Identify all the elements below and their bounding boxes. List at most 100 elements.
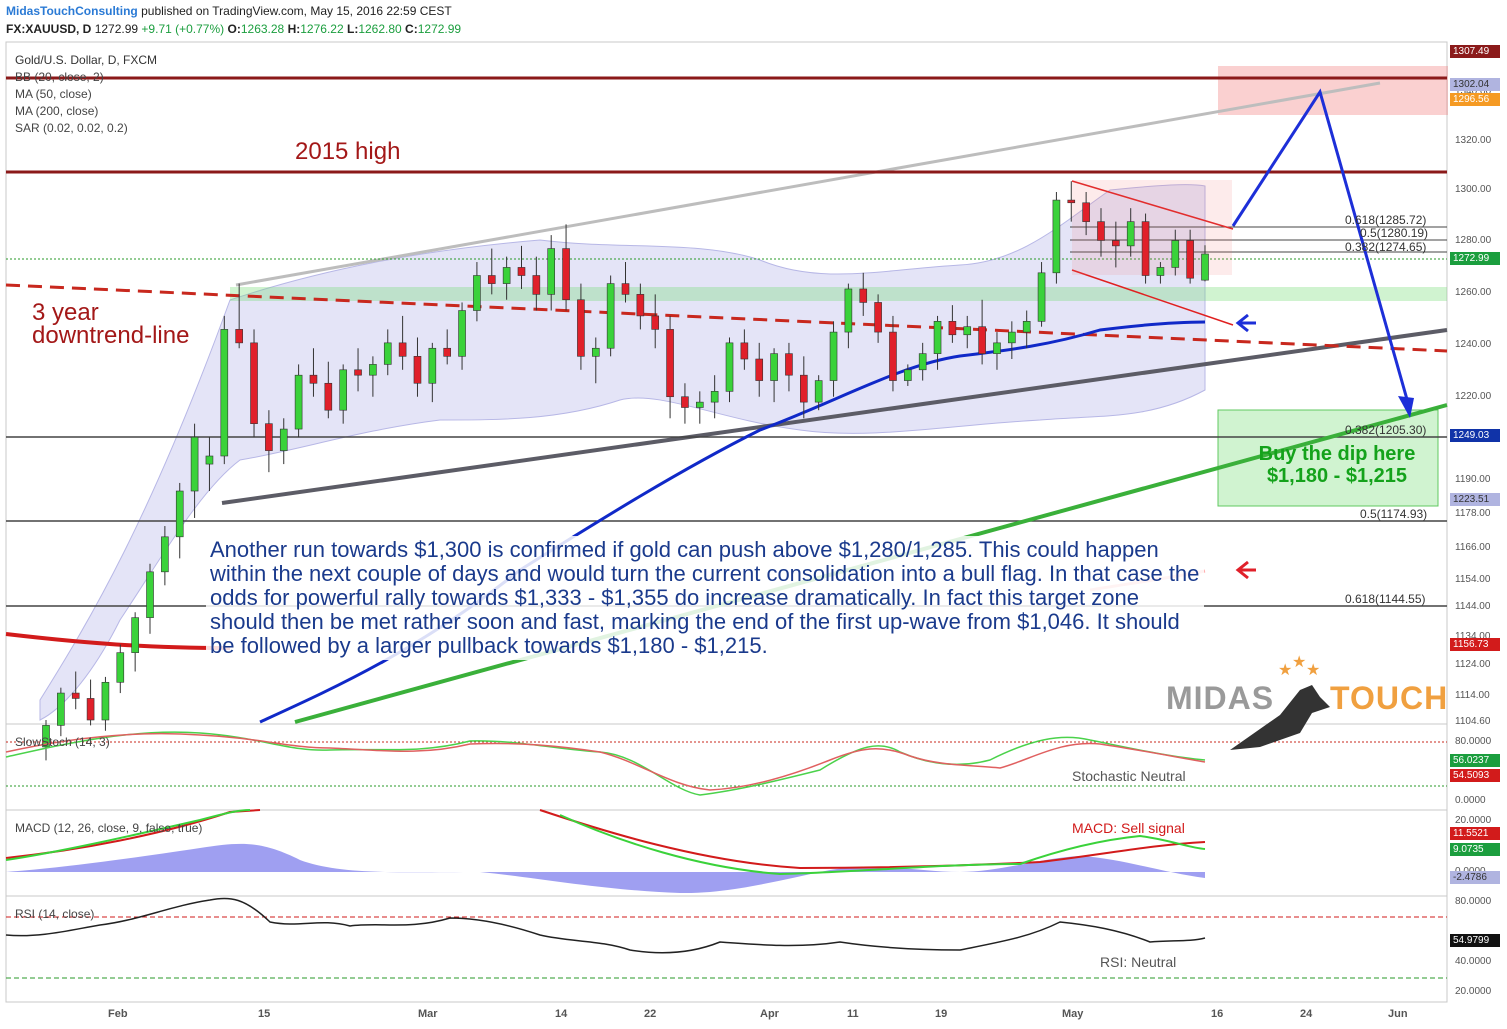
price-axis-label: 1260.00 bbox=[1455, 287, 1492, 298]
candle-body bbox=[948, 321, 957, 336]
candle-body bbox=[1112, 240, 1120, 247]
candle-body bbox=[889, 331, 897, 381]
subpanel-axis-label: 20.0000 bbox=[1455, 986, 1492, 997]
legend-title: Gold/U.S. Dollar, D, FXCM bbox=[15, 53, 158, 67]
candle-body bbox=[443, 347, 451, 357]
subpanel-axis-label: 0.0000 bbox=[1455, 795, 1486, 806]
candle-body bbox=[383, 342, 392, 365]
flag-lower bbox=[1071, 269, 1234, 326]
candle-body bbox=[428, 347, 437, 384]
price-tag: 1249.03 bbox=[1450, 429, 1500, 442]
svg-text:★: ★ bbox=[1292, 655, 1306, 671]
candle-body bbox=[220, 329, 229, 457]
subpanel-axis-label: 80.0000 bbox=[1455, 896, 1492, 907]
fib-label-618-low: 0.618(1144.55) bbox=[1345, 592, 1426, 606]
candle-body bbox=[993, 342, 1001, 354]
buy-annotation: Buy the dip here $1,180 - $1,215 bbox=[1247, 443, 1427, 487]
legend-bb: BB (20, close, 2) bbox=[15, 70, 104, 84]
price-axis-label: 1134.00 bbox=[1455, 631, 1491, 642]
buy-line-1: Buy the dip here bbox=[1258, 443, 1416, 465]
price-axis-label: 1280.00 bbox=[1455, 235, 1492, 246]
high-label: H: bbox=[287, 22, 301, 36]
price-axis-label: 1124.00 bbox=[1455, 659, 1491, 670]
candle-body bbox=[562, 248, 570, 301]
candle-body bbox=[161, 536, 169, 573]
stoch-note: Stochastic Neutral bbox=[1072, 768, 1186, 784]
macd-line bbox=[559, 814, 1206, 876]
subpanel-axis-label: 40.0000 bbox=[1455, 956, 1492, 967]
candle-body bbox=[369, 364, 377, 376]
candle-body bbox=[1171, 240, 1180, 268]
candle-body bbox=[517, 267, 526, 276]
svg-text:★: ★ bbox=[1306, 660, 1320, 679]
subpanel-value-tag: 11.5521 bbox=[1450, 827, 1500, 840]
candle-body bbox=[800, 374, 808, 403]
candle-body bbox=[1037, 272, 1046, 322]
time-axis-label: 16 bbox=[1211, 1008, 1224, 1020]
time-axis-label: Mar bbox=[418, 1008, 438, 1020]
candle-body bbox=[1156, 267, 1165, 276]
candle-body bbox=[413, 356, 422, 384]
candle-body bbox=[755, 358, 764, 381]
rsi-title: RSI (14, close) bbox=[15, 907, 95, 921]
candle-body bbox=[1097, 221, 1105, 241]
blue-arrow-left bbox=[1235, 313, 1256, 333]
price-tag: 1272.99 bbox=[1450, 252, 1500, 265]
fib-label-5-low: 0.5(1174.93) bbox=[1360, 507, 1428, 521]
price-axis-label: 1320.00 bbox=[1455, 135, 1492, 146]
candle-body bbox=[740, 342, 749, 360]
candle-body bbox=[1186, 240, 1194, 279]
fib-label-618-high: 0.618(1285.72) bbox=[1345, 213, 1427, 227]
candle-body bbox=[963, 326, 972, 336]
logo-right-text: TOUCH bbox=[1330, 680, 1449, 716]
candle-body bbox=[309, 374, 318, 384]
change-value: +9.71 (+0.77%) bbox=[141, 22, 225, 36]
publisher-link[interactable]: MidasTouchConsulting bbox=[6, 4, 138, 18]
midas-touch-logo: MIDAS TOUCH bbox=[1166, 680, 1448, 717]
candle-body bbox=[978, 326, 986, 354]
legend-ma200: MA (200, close) bbox=[15, 104, 99, 118]
subpanel-axis-label: 80.0000 bbox=[1455, 736, 1492, 747]
subpanel-value-tag: -2.4786 bbox=[1450, 871, 1500, 884]
candle-body bbox=[175, 490, 184, 538]
candle-body bbox=[666, 329, 674, 398]
candle-body bbox=[725, 342, 734, 392]
fib-label-382-high: 0.382(1274.65) bbox=[1345, 240, 1427, 254]
candle-body bbox=[681, 396, 689, 408]
candle-body bbox=[487, 275, 496, 284]
published-text: published on TradingView.com, May 15, 20… bbox=[141, 4, 452, 18]
candle-body bbox=[1052, 199, 1061, 274]
logo-left-text: MIDAS bbox=[1166, 680, 1275, 716]
candle-body bbox=[1008, 331, 1016, 344]
candlestick-series bbox=[42, 181, 1209, 761]
macd-histogram bbox=[6, 843, 1205, 894]
price-axis-label: 1104.60 bbox=[1455, 716, 1491, 727]
high-value: 1276.22 bbox=[300, 22, 344, 36]
subpanel-axis-label: 20.0000 bbox=[1455, 815, 1492, 826]
price-tag: 1302.04 bbox=[1450, 78, 1500, 91]
fib-label-5-high: 0.5(1280.19) bbox=[1360, 226, 1429, 240]
price-axis-label: 1240.00 bbox=[1455, 339, 1492, 350]
macd-line-left bbox=[5, 809, 251, 861]
candle-body bbox=[324, 382, 333, 411]
candle-body bbox=[874, 302, 882, 333]
open-value: 1263.28 bbox=[240, 22, 285, 36]
macd-note: MACD: Sell signal bbox=[1072, 820, 1185, 836]
candle-body bbox=[265, 423, 273, 451]
low-label: L: bbox=[346, 22, 359, 36]
subpanel-value-tag: 54.9799 bbox=[1450, 934, 1500, 947]
price-axis-label: 1114.00 bbox=[1455, 690, 1490, 701]
time-axis-label: 19 bbox=[935, 1008, 948, 1020]
stoch-title: SlowStoch (14, 3) bbox=[15, 735, 110, 749]
candle-body bbox=[904, 369, 912, 381]
price-axis-label: 1340.00 bbox=[1455, 86, 1492, 97]
candle-body bbox=[502, 267, 511, 284]
candle-body bbox=[770, 353, 778, 381]
legend-sar: SAR (0.02, 0.02, 0.2) bbox=[15, 121, 128, 135]
publish-header: MidasTouchConsulting published on Tradin… bbox=[6, 4, 452, 18]
annot-downtrend-1: 3 year bbox=[32, 299, 99, 326]
annot-downtrend-2: downtrend-line bbox=[32, 322, 190, 349]
candle-body bbox=[205, 455, 214, 465]
upper-channel-line bbox=[235, 81, 1381, 287]
